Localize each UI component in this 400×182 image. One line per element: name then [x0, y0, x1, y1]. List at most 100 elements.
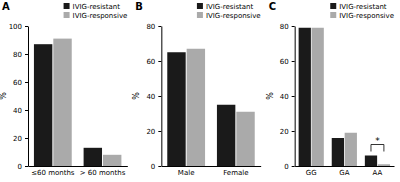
legend-label: IVIG-resistant: [73, 3, 121, 11]
y-tick-mark: [25, 54, 28, 55]
y-tick: 40: [280, 93, 295, 101]
significance-bracket: [371, 145, 384, 152]
y-tick-label: 20: [146, 128, 155, 136]
y-label: %: [0, 92, 8, 100]
legend-label: IVIG-responsive: [73, 12, 128, 20]
legend-item: IVIG-resistant: [64, 3, 121, 11]
x-tick: GA: [339, 169, 349, 177]
y-tick-label: 0: [151, 163, 155, 171]
legend-item: IVIG-responsive: [64, 12, 128, 20]
panel: Male Female 0 20 40 60 80% B IVIG-resistantIVIG-…: [132, 1, 261, 177]
y-tick: 60: [280, 58, 295, 66]
bar: [167, 52, 185, 166]
y-tick-mark: [158, 61, 161, 62]
panel: GG GA AA 0 20 40 60 80% C IVIG-resistantIVIG-resp…: [266, 1, 395, 177]
legend-label: IVIG-resistant: [206, 3, 254, 11]
y-tick-label: 80: [146, 23, 155, 31]
legend-swatch: [330, 12, 336, 18]
legend-item: IVIG-responsive: [197, 12, 261, 20]
x-tick: > 60 months: [80, 169, 126, 177]
x-tick: ≤60 months: [31, 169, 75, 177]
x-axis-line: [295, 166, 394, 167]
bar: [84, 148, 102, 166]
chart: ≤60 months> 60 months020406080100%AIVIG-…: [0, 0, 400, 182]
y-tick-mark: [292, 61, 295, 62]
x-axis: Male Female: [162, 167, 261, 178]
legend-label: IVIG-responsive: [339, 12, 394, 20]
y-tick-label: 40: [146, 93, 155, 101]
y-tick: 40: [146, 93, 161, 101]
y-tick-label: 60: [280, 58, 289, 66]
legend: IVIG-resistantIVIG-responsive: [64, 3, 128, 20]
bar: [103, 155, 121, 166]
y-tick: 40: [13, 107, 28, 115]
y-tick-label: 80: [280, 23, 289, 31]
x-tick: GG: [306, 169, 317, 177]
bar: [187, 49, 205, 166]
y-axis: 0 20 40 60 80: [280, 23, 295, 171]
x-tick: Female: [223, 169, 248, 177]
y-tick-label: 100: [9, 23, 22, 31]
annotation: *: [375, 136, 380, 146]
panel-label: B: [135, 1, 143, 12]
bar: [365, 156, 377, 167]
y-tick: 80: [146, 23, 161, 31]
y-tick-label: 0: [18, 163, 22, 171]
y-tick-mark: [158, 96, 161, 97]
y-axis-line: [295, 27, 296, 167]
y-tick: 60: [146, 58, 161, 66]
legend-label: IVIG-responsive: [206, 12, 261, 20]
y-tick: 80: [13, 51, 28, 59]
bar: [34, 44, 52, 166]
y-tick-mark: [292, 166, 295, 167]
y-tick-mark: [25, 166, 28, 167]
legend-item: IVIG-resistant: [197, 3, 254, 11]
legend-item: IVIG-resistant: [330, 3, 387, 11]
x-tick-label: AA: [373, 169, 383, 177]
y-tick: 20: [146, 128, 161, 136]
y-tick: 20: [13, 135, 28, 143]
y-label: %: [132, 92, 141, 100]
legend-label: IVIG-resistant: [339, 3, 387, 11]
y-tick-label: 60: [146, 58, 155, 66]
x-axis: GG GA AA: [295, 167, 394, 178]
y-tick-label: 40: [13, 107, 22, 115]
x-tick-label: Female: [223, 169, 248, 177]
y-axis: 0 20 40 60 80: [146, 23, 161, 171]
bar: [236, 112, 254, 166]
legend: IVIG-resistantIVIG-responsive: [197, 3, 261, 20]
x-tick-label: Male: [178, 169, 195, 177]
legend-swatch: [197, 12, 203, 18]
y-tick: 80: [280, 23, 295, 31]
y-label: %: [266, 92, 275, 100]
y-tick-mark: [292, 131, 295, 132]
y-tick-mark: [158, 166, 161, 167]
y-tick-mark: [158, 26, 161, 27]
x-axis-line: [29, 166, 128, 167]
y-tick-mark: [25, 26, 28, 27]
legend-swatch: [64, 3, 70, 9]
y-tick: 20: [280, 128, 295, 136]
y-tick-mark: [25, 82, 28, 83]
y-tick-mark: [158, 131, 161, 132]
y-tick-mark: [292, 96, 295, 97]
plot-area: [299, 28, 390, 166]
bar: [345, 133, 357, 166]
y-axis-line: [161, 27, 162, 167]
bar: [378, 164, 390, 166]
bar: [217, 105, 235, 166]
bar: [53, 39, 71, 166]
y-axis-line: [28, 27, 29, 167]
legend-item: IVIG-responsive: [330, 12, 394, 20]
legend: IVIG-resistantIVIG-responsive: [330, 3, 394, 20]
plot-area: [167, 49, 254, 166]
y-tick-label: 40: [280, 93, 289, 101]
y-tick-label: 0: [284, 163, 288, 171]
x-axis-line: [162, 166, 261, 167]
y-tick-mark: [25, 110, 28, 111]
y-tick-label: 80: [13, 51, 22, 59]
panel-label: C: [269, 1, 276, 12]
y-tick: 100: [9, 23, 28, 31]
x-tick: Male: [178, 169, 195, 177]
y-tick: 0: [151, 163, 161, 171]
